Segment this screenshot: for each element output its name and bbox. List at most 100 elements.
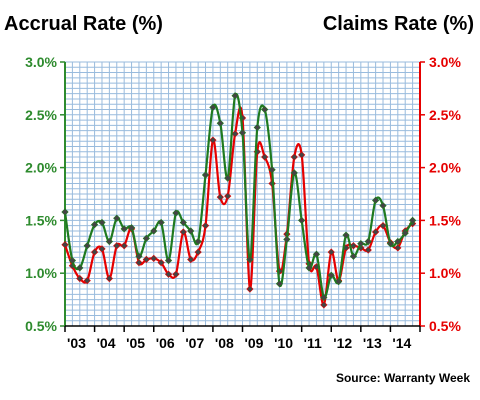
accrual-point — [150, 227, 158, 235]
accrual-point — [179, 218, 187, 227]
claims-point — [83, 276, 91, 285]
accrual-point — [142, 234, 150, 242]
claims-point — [105, 274, 113, 283]
claims-rate-title: Claims Rate (%) — [323, 13, 474, 35]
accrual-point — [364, 237, 372, 246]
claims-point — [320, 301, 328, 309]
accrual-point — [327, 271, 335, 279]
accrual-point — [90, 220, 99, 229]
x-tick-label: '03 — [67, 335, 86, 351]
x-tick-label: '06 — [156, 335, 175, 351]
left-tick-label: 1.0% — [25, 265, 57, 281]
claims-point — [150, 254, 158, 263]
claims-point — [120, 242, 128, 250]
right-tick-label: 1.5% — [429, 212, 461, 228]
claims-point — [187, 255, 195, 264]
claims-point — [113, 242, 121, 250]
x-tick-label: '14 — [392, 335, 411, 351]
accrual-point — [120, 225, 128, 233]
claims-point — [327, 248, 335, 256]
x-tick-label: '08 — [215, 335, 234, 351]
x-tick-label: '13 — [363, 335, 382, 351]
claims-point — [209, 136, 217, 144]
accrual-point — [283, 235, 291, 244]
left-tick-label: 1.5% — [25, 212, 57, 228]
accrual-point — [172, 209, 180, 217]
accrual-point — [98, 218, 106, 227]
claims-point — [364, 246, 372, 254]
claims-point — [231, 130, 239, 138]
claims-point — [246, 285, 254, 293]
accrual-point — [253, 123, 261, 132]
accrual-point — [275, 280, 284, 288]
right-tick-label: 2.0% — [429, 160, 461, 176]
accrual-point — [135, 252, 143, 260]
accrual-point — [224, 174, 232, 182]
chart-axes — [60, 61, 425, 332]
accrual-point — [372, 196, 380, 204]
accrual-point — [379, 201, 387, 210]
accrual-point — [408, 216, 417, 225]
claims-point — [90, 248, 99, 256]
left-tick-label: 3.0% — [25, 54, 57, 70]
claims-point — [61, 241, 69, 249]
right-tick-label: 3.0% — [429, 54, 461, 70]
accrual-point — [290, 169, 298, 177]
claims-point — [224, 192, 232, 200]
claims-point — [379, 222, 387, 230]
accrual-point — [298, 216, 306, 225]
accrual-point — [357, 240, 365, 248]
accrual-point — [157, 218, 165, 227]
accrual-point — [61, 208, 69, 216]
accrual-point — [246, 255, 254, 264]
accrual-point — [335, 278, 343, 286]
x-tick-label: '11 — [304, 335, 322, 351]
claims-point — [179, 228, 187, 236]
right-tick-label: 2.5% — [429, 107, 461, 123]
accrual-point — [127, 224, 136, 232]
source-label: Source: Warranty Week — [336, 371, 470, 385]
accrual-point — [268, 166, 276, 174]
accrual-point — [349, 252, 358, 260]
claims-point — [157, 259, 165, 267]
accrual-point — [305, 264, 313, 272]
accrual-point — [238, 129, 247, 137]
accrual-point — [394, 237, 402, 246]
accrual-point — [83, 242, 91, 250]
claims-point — [76, 274, 84, 283]
claims-point — [172, 270, 180, 278]
left-tick-label: 0.5% — [25, 318, 57, 334]
claims-point — [349, 242, 358, 250]
accrual-point — [201, 171, 210, 179]
accrual-point — [312, 250, 321, 258]
claims-point — [261, 153, 269, 161]
x-tick-label: '05 — [126, 335, 145, 351]
accrual-point — [386, 240, 395, 248]
accrual-point — [194, 237, 202, 246]
accrual-point — [209, 103, 217, 112]
right-tick-label: 0.5% — [429, 318, 461, 334]
accrual-rate-title: Accrual Rate (%) — [4, 13, 163, 35]
claims-point — [164, 270, 173, 278]
accrual-point — [231, 92, 239, 100]
claims-point — [142, 255, 150, 264]
chart-grid — [64, 61, 421, 327]
claims-point — [98, 245, 106, 253]
accrual-point — [164, 256, 173, 265]
left-tick-label: 2.5% — [25, 107, 57, 123]
accrual-point — [76, 264, 84, 272]
accrual-point — [401, 229, 409, 237]
accrual-point — [320, 293, 328, 302]
claims-point — [372, 228, 380, 236]
claims-point — [216, 193, 224, 201]
claims-point — [135, 259, 143, 267]
accrual-point — [261, 105, 269, 114]
accrual-point — [342, 231, 350, 239]
left-tick-label: 2.0% — [25, 160, 57, 176]
x-tick-label: '10 — [274, 335, 293, 351]
accrual-point — [187, 227, 195, 235]
claims-point — [194, 248, 202, 256]
chart-series — [61, 92, 417, 309]
claims-point — [394, 244, 402, 252]
